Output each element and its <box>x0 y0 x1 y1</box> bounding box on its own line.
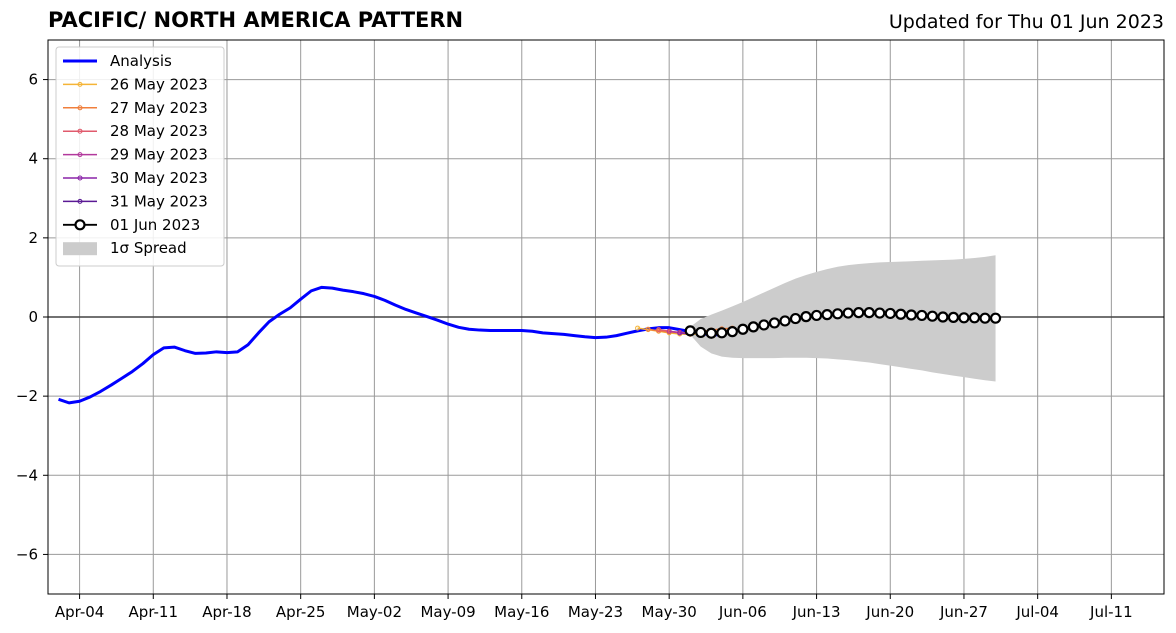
current-forecast-point <box>947 311 960 323</box>
current-forecast-point <box>726 326 738 338</box>
y-tick-label: 4 <box>28 150 38 168</box>
x-tick-label: May-23 <box>568 603 623 621</box>
current-forecast-point <box>716 327 728 339</box>
x-tick-label: Jun-20 <box>865 603 914 621</box>
legend-label: 27 May 2023 <box>110 99 208 117</box>
current-forecast-point <box>979 312 991 324</box>
chart-title: PACIFIC/ NORTH AMERICA PATTERN <box>48 8 464 32</box>
legend-marker <box>77 105 83 111</box>
legend-label: Analysis <box>110 52 172 70</box>
x-tick-label: May-09 <box>420 603 475 621</box>
current-forecast-point <box>747 321 759 333</box>
current-forecast-point <box>768 317 781 329</box>
x-tick-label: Apr-25 <box>276 603 326 621</box>
current-forecast-point <box>989 312 1002 324</box>
legend: Analysis 26 May 2023 27 May 2023 28 May 202… <box>55 46 225 267</box>
analysis-line <box>58 285 722 405</box>
legend-label: 29 May 2023 <box>110 146 208 164</box>
legend-marker <box>77 128 83 134</box>
x-tick-label: Jun-27 <box>939 603 988 621</box>
x-tick-label: Apr-18 <box>202 603 252 621</box>
current-forecast-point <box>705 327 717 339</box>
legend-label: 01 Jun 2023 <box>110 216 200 234</box>
current-forecast-point <box>695 326 707 339</box>
updated-date: Updated for Thu 01 Jun 2023 <box>888 11 1164 33</box>
forecast-point <box>645 326 651 332</box>
x-tick-label: May-16 <box>494 603 549 621</box>
y-tick-label: −6 <box>16 545 38 563</box>
legend-label: 31 May 2023 <box>110 192 208 210</box>
current-forecast-point <box>926 310 938 322</box>
current-forecast-point <box>937 311 949 323</box>
current-forecast-point <box>842 307 854 319</box>
y-tick-label: 2 <box>28 229 38 247</box>
legend-swatch <box>63 242 97 256</box>
current-forecast-point <box>789 312 802 325</box>
y-tick-label: −2 <box>16 387 38 405</box>
legend-item: 31 May 2023 <box>63 192 208 210</box>
legend-item: 30 May 2023 <box>63 169 208 187</box>
current-forecast-point <box>684 325 696 337</box>
axis-ticks: Apr-04 Apr-11 Apr-18 Apr-25 May-02 May-09 May-… <box>16 71 1133 621</box>
current-forecast-point <box>779 315 791 327</box>
legend-label: 28 May 2023 <box>110 122 208 140</box>
legend-marker <box>77 152 83 158</box>
current-forecast-series <box>684 307 1002 339</box>
current-forecast-point <box>737 323 749 335</box>
legend-item: 29 May 2023 <box>63 146 208 164</box>
legend-item: 1σ Spread <box>63 239 187 257</box>
current-forecast-point <box>853 307 865 319</box>
legend-box <box>55 46 225 267</box>
current-forecast-point <box>863 307 875 319</box>
legend-item: 27 May 2023 <box>63 99 208 117</box>
spread-band-area <box>690 255 996 382</box>
x-tick-label: Jun-06 <box>718 603 767 621</box>
current-forecast-point <box>895 308 907 320</box>
current-forecast-point <box>968 312 981 324</box>
x-tick-label: May-02 <box>347 603 402 621</box>
x-tick-label: Jun-13 <box>792 603 841 621</box>
analysis-series <box>58 285 722 405</box>
current-forecast-point <box>884 307 896 320</box>
x-tick-label: May-30 <box>642 603 697 621</box>
forecast-point <box>666 328 672 334</box>
y-tick-label: −4 <box>16 466 38 484</box>
legend-item: Analysis <box>63 52 172 70</box>
legend-item: 26 May 2023 <box>63 75 208 93</box>
x-tick-label: Jul-11 <box>1089 603 1133 621</box>
grid <box>48 40 1164 594</box>
current-forecast-point <box>821 309 833 321</box>
x-tick-label: Apr-11 <box>129 603 179 621</box>
current-forecast-point <box>758 319 770 331</box>
legend-label: 26 May 2023 <box>110 75 208 93</box>
current-forecast-point <box>958 312 970 324</box>
forecast-point <box>677 330 683 336</box>
current-forecast-point <box>832 308 844 320</box>
current-forecast-point <box>916 309 928 322</box>
current-forecast-point <box>810 309 823 322</box>
x-tick-label: Jul-04 <box>1015 603 1059 621</box>
legend-marker <box>77 175 83 181</box>
legend-marker <box>74 219 86 231</box>
forecast-point <box>635 325 641 331</box>
legend-marker <box>77 81 83 87</box>
legend-label: 30 May 2023 <box>110 169 208 187</box>
y-tick-label: 6 <box>28 71 38 89</box>
legend-item: 28 May 2023 <box>63 122 208 140</box>
x-tick-label: Apr-04 <box>55 603 105 621</box>
legend-marker <box>77 198 83 204</box>
current-forecast-point <box>874 307 886 319</box>
forecast-point <box>656 327 662 333</box>
legend-item: 01 Jun 2023 <box>63 216 200 234</box>
current-forecast-point <box>905 309 917 321</box>
y-tick-label: 0 <box>28 308 38 326</box>
legend-label: 1σ Spread <box>110 239 187 257</box>
current-forecast-point <box>800 311 812 323</box>
spread-band <box>690 255 996 382</box>
